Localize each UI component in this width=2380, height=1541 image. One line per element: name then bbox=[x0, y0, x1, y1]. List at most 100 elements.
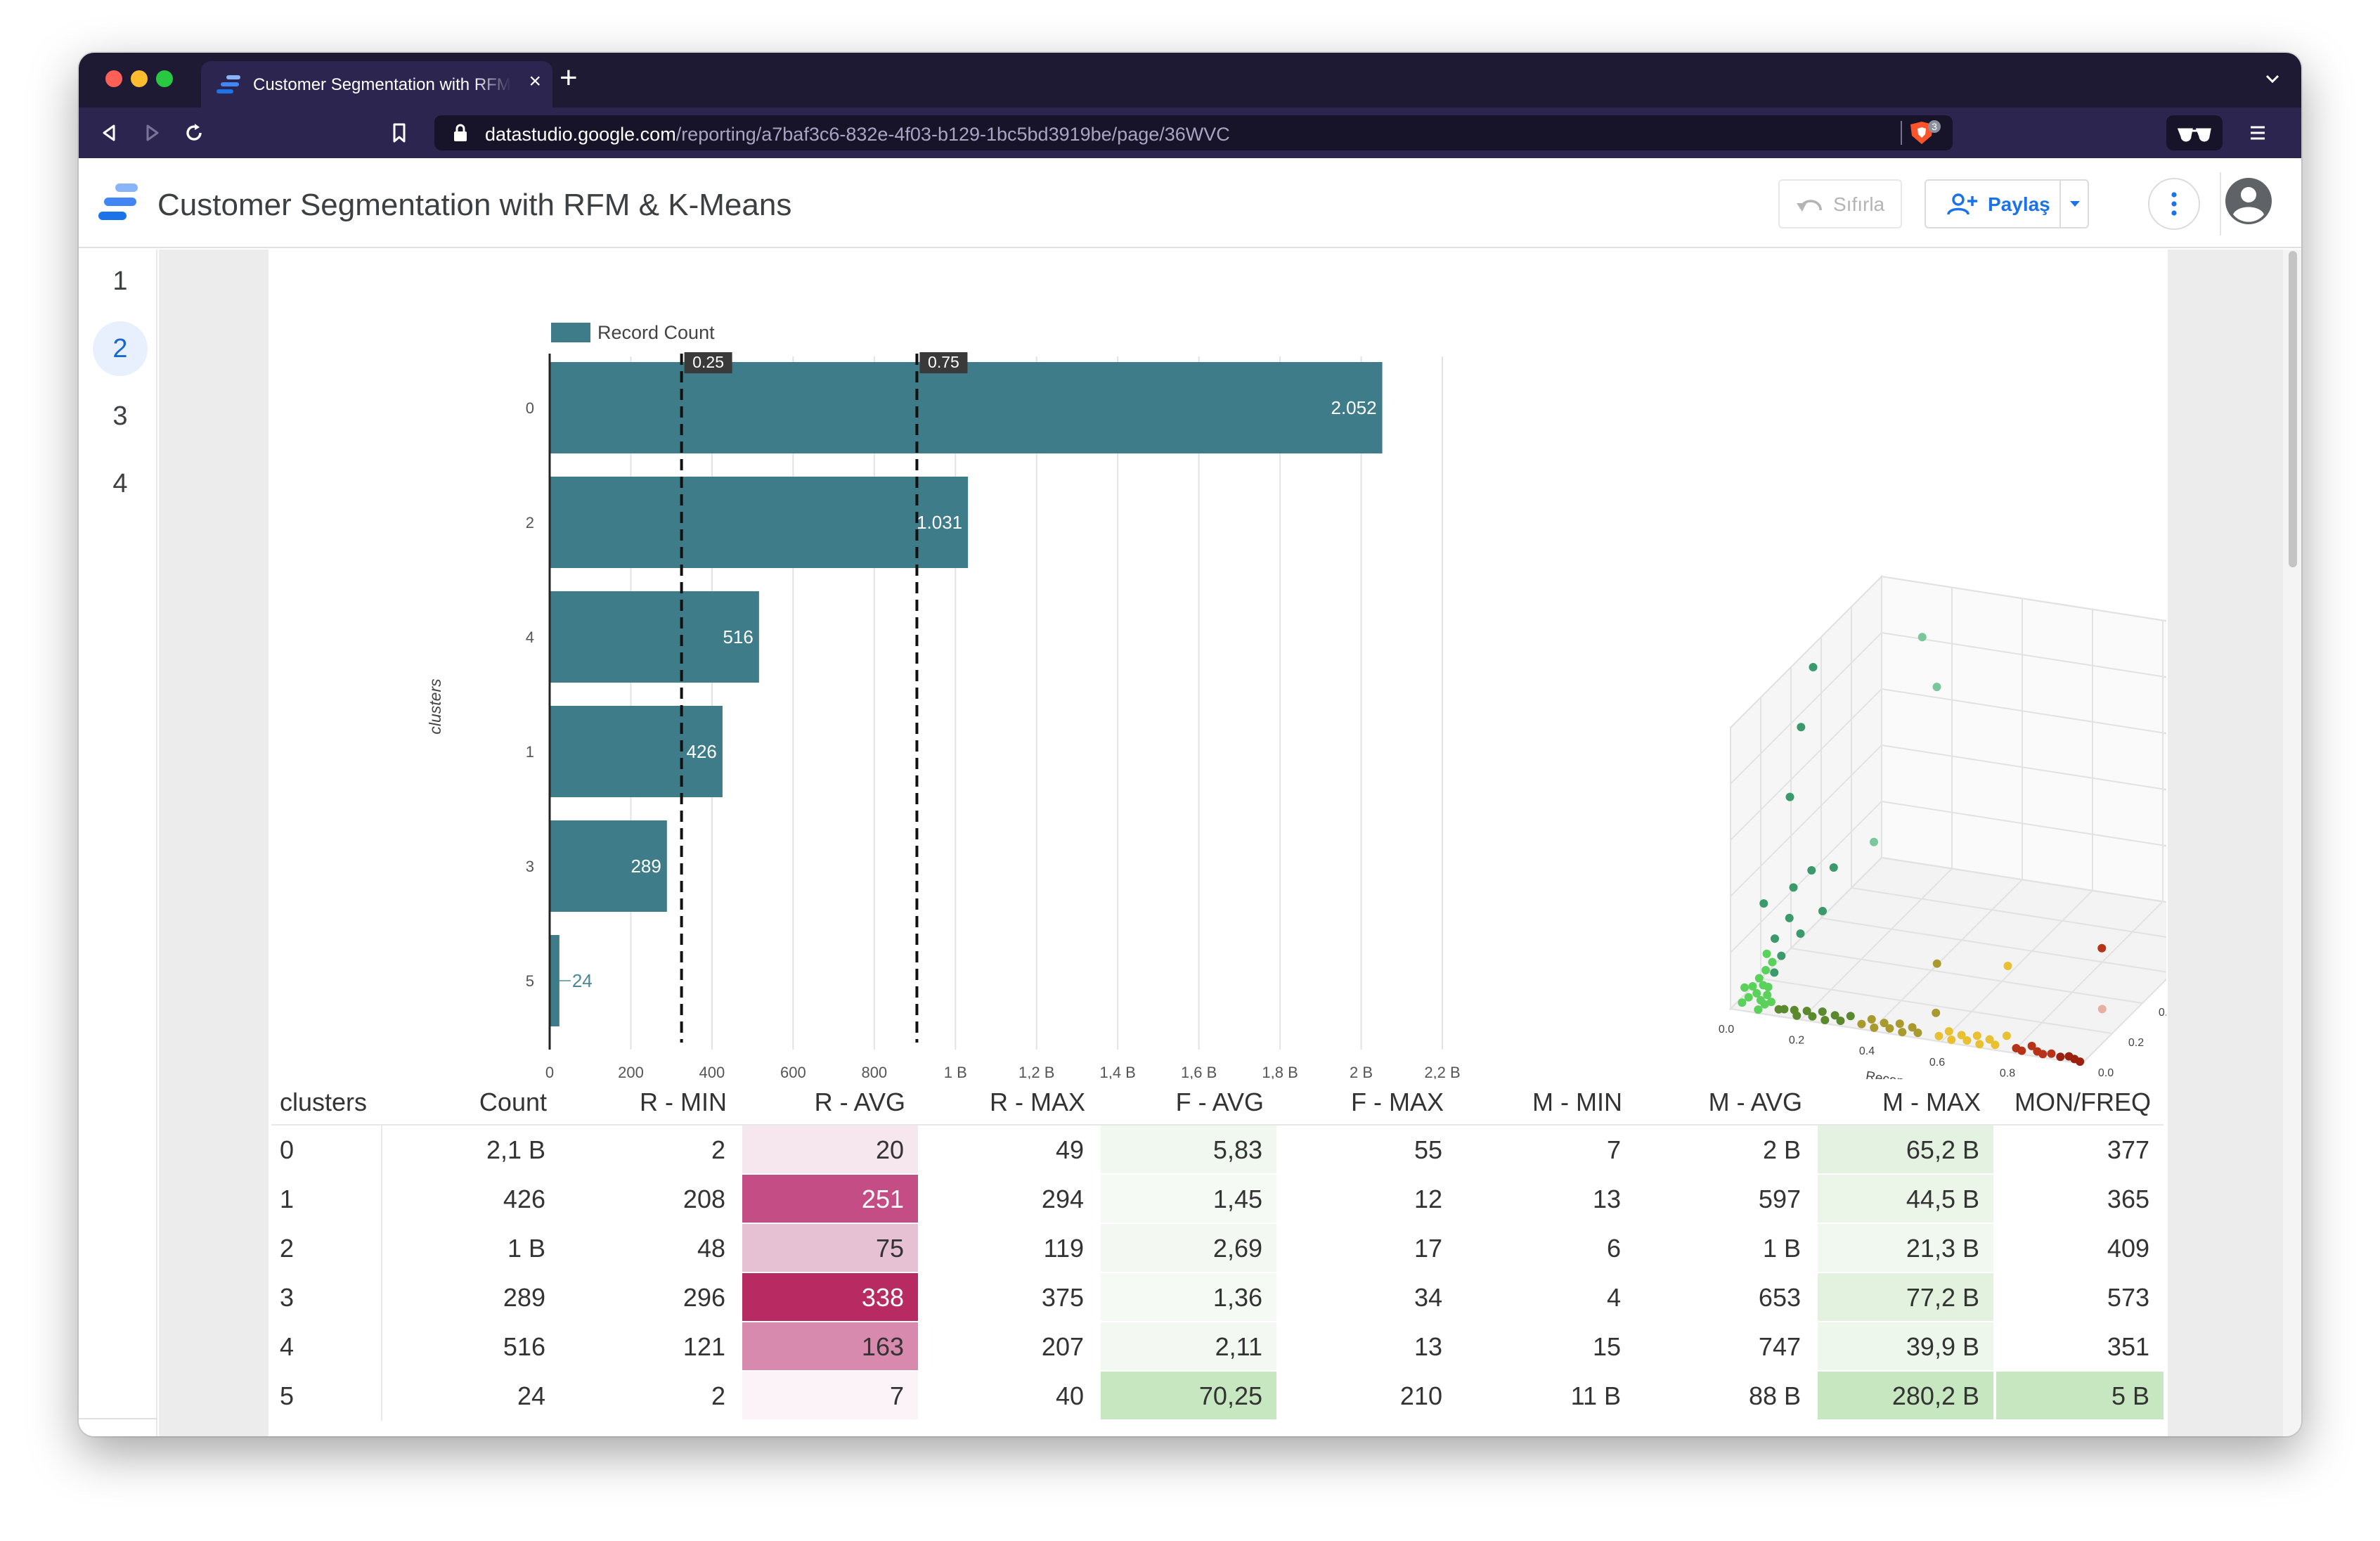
floor-gridline bbox=[2081, 978, 2166, 1064]
address-bar[interactable]: datastudio.google.com/reporting/a7baf3c6… bbox=[434, 115, 1953, 150]
page-link-4[interactable]: 4 bbox=[112, 469, 128, 498]
y-tick-label: 0 bbox=[526, 399, 534, 417]
cluster-stats-table[interactable]: clusters Count R - MIN R - AVG R - MAX F - AV… bbox=[271, 1079, 2164, 1436]
page-link-1[interactable]: 1 bbox=[112, 266, 128, 296]
column-header[interactable]: F - MAX bbox=[1351, 1088, 1444, 1116]
table-cell: 2,11 bbox=[1101, 1322, 1276, 1372]
expand-nav-button[interactable] bbox=[79, 1418, 157, 1436]
column-header[interactable]: M - AVG bbox=[1708, 1088, 1802, 1116]
column-header[interactable]: Count bbox=[479, 1088, 547, 1116]
scatter-point bbox=[1740, 983, 1750, 992]
bar-value-label: 516 bbox=[723, 626, 753, 647]
reset-label: Sıfırla bbox=[1833, 193, 1885, 215]
table-cell: 0 bbox=[271, 1126, 380, 1175]
recency-tick-label: 0.6 bbox=[1929, 1057, 1945, 1069]
data-studio-icon bbox=[216, 75, 240, 94]
column-header[interactable]: R - AVG bbox=[814, 1088, 905, 1116]
x-tick-label: 600 bbox=[780, 1064, 806, 1079]
table-cell: 7 bbox=[742, 1372, 918, 1421]
scatter-point bbox=[1738, 998, 1747, 1007]
table-row[interactable]: 0 2,1 B 2 20 49 5,83 55 7 2 B 65,2 B 377 bbox=[271, 1126, 2164, 1175]
scatter-point bbox=[1768, 958, 1777, 967]
scatter-point bbox=[1770, 968, 1779, 977]
reload-icon[interactable] bbox=[181, 120, 207, 146]
scatter-point bbox=[1957, 1031, 1966, 1040]
scrollbar-thumb[interactable] bbox=[2289, 251, 2297, 567]
scatter-point bbox=[1761, 966, 1771, 975]
scatter-point bbox=[1885, 1024, 1894, 1033]
private-window-indicator[interactable] bbox=[2166, 115, 2223, 150]
menu-icon[interactable] bbox=[2245, 120, 2270, 146]
back-icon[interactable] bbox=[97, 120, 122, 146]
column-header[interactable]: M - MAX bbox=[1882, 1088, 1981, 1116]
report-title[interactable]: Customer Segmentation with RFM & K-Means bbox=[157, 188, 792, 222]
scatter-point bbox=[2017, 1046, 2026, 1055]
header-divider bbox=[2220, 172, 2221, 236]
column-header[interactable]: R - MAX bbox=[989, 1088, 1085, 1116]
scatter-point bbox=[1972, 1031, 1981, 1040]
close-tab-icon[interactable]: × bbox=[529, 70, 541, 93]
page-link-3[interactable]: 3 bbox=[112, 401, 128, 431]
floor-gridline bbox=[1851, 887, 2166, 938]
scatter-point bbox=[1748, 982, 1757, 991]
scatter-point bbox=[1934, 1031, 1944, 1040]
back-gridline bbox=[1881, 744, 2166, 791]
bar-value-label: 289 bbox=[630, 856, 661, 877]
share-button[interactable]: Paylaş bbox=[1925, 179, 2089, 228]
brave-shields-icon[interactable]: 3 bbox=[1906, 120, 1944, 147]
recency-tick-label: 0.4 bbox=[1859, 1045, 1875, 1057]
zoom-window-button[interactable] bbox=[156, 70, 173, 87]
bookmark-icon[interactable] bbox=[387, 120, 412, 146]
page-navigation: 1 2 3 4 bbox=[79, 250, 157, 1436]
chevron-down-icon[interactable] bbox=[2263, 70, 2282, 88]
floor-gridline bbox=[1760, 978, 2113, 1034]
bar-chart[interactable]: Record Count 0 200 400 600 800 1 B 1,2 B 1,4 B 1,… bbox=[269, 250, 1463, 1079]
column-header[interactable]: M - MIN bbox=[1532, 1088, 1622, 1116]
bar-cluster-2 bbox=[550, 477, 969, 568]
browser-tab[interactable]: Customer Segmentation with RFM & K-Means… bbox=[201, 61, 552, 108]
y-tick-label: 3 bbox=[526, 858, 534, 875]
forward-icon[interactable] bbox=[139, 120, 164, 146]
scatter-point bbox=[1766, 998, 1776, 1007]
x-tick-label: 2 B bbox=[1350, 1064, 1373, 1079]
minimize-window-button[interactable] bbox=[131, 70, 148, 87]
x-tick-label: 1 B bbox=[944, 1064, 967, 1079]
close-window-button[interactable] bbox=[105, 70, 122, 87]
table-row[interactable]: 1 426 208 251 294 1,45 12 13 597 44,5 B 365 bbox=[271, 1175, 2164, 1224]
vertical-scrollbar[interactable] bbox=[2283, 250, 2301, 1436]
account-avatar-icon[interactable] bbox=[2221, 174, 2276, 228]
address-divider bbox=[1901, 121, 1902, 145]
scatter-point bbox=[1932, 959, 1941, 968]
scatter-point bbox=[1870, 837, 1878, 846]
reset-button[interactable]: Sıfırla bbox=[1778, 179, 1902, 228]
scatter-point bbox=[2002, 1031, 2011, 1040]
table-cell: 375 bbox=[921, 1273, 1098, 1322]
scatter-point bbox=[2097, 1005, 2107, 1014]
url-host: datastudio.google.com bbox=[485, 124, 676, 145]
more-options-button[interactable] bbox=[2148, 178, 2200, 230]
column-header[interactable]: clusters bbox=[280, 1088, 368, 1116]
x-tick-label: 400 bbox=[699, 1064, 725, 1079]
share-dropdown[interactable] bbox=[2059, 181, 2088, 227]
x-tick-label: 2,2 B bbox=[1424, 1064, 1460, 1079]
new-tab-button[interactable]: + bbox=[560, 60, 578, 95]
page-link-2[interactable]: 2 bbox=[93, 321, 148, 376]
column-header[interactable]: MON/FREQ bbox=[2014, 1088, 2151, 1116]
scatter-point bbox=[1802, 1007, 1811, 1015]
scatter-3d-chart[interactable]: 0.00.00.00.20.20.20.40.40.40.60.60.60.80… bbox=[1463, 250, 2166, 1079]
url-text: datastudio.google.com/reporting/a7baf3c6… bbox=[485, 124, 1230, 146]
table-row[interactable]: 4 516 121 163 207 2,11 13 15 747 39,9 B 351 bbox=[271, 1322, 2164, 1372]
scatter-point bbox=[1789, 883, 1798, 892]
scatter-point bbox=[1818, 1007, 1827, 1016]
column-header[interactable]: F - AVG bbox=[1175, 1088, 1264, 1116]
column-header[interactable]: R - MIN bbox=[640, 1088, 727, 1116]
frequency-tick-label: 0.4 bbox=[2159, 1007, 2166, 1019]
table-cell: 48 bbox=[562, 1224, 739, 1273]
table-row[interactable]: 3 289 296 338 375 1,36 34 4 653 77,2 B 573 bbox=[271, 1273, 2164, 1322]
scatter-point bbox=[1797, 723, 1806, 732]
legend-swatch bbox=[551, 323, 590, 342]
table-cell: 573 bbox=[1996, 1273, 2164, 1322]
scatter-point bbox=[1760, 1000, 1769, 1009]
